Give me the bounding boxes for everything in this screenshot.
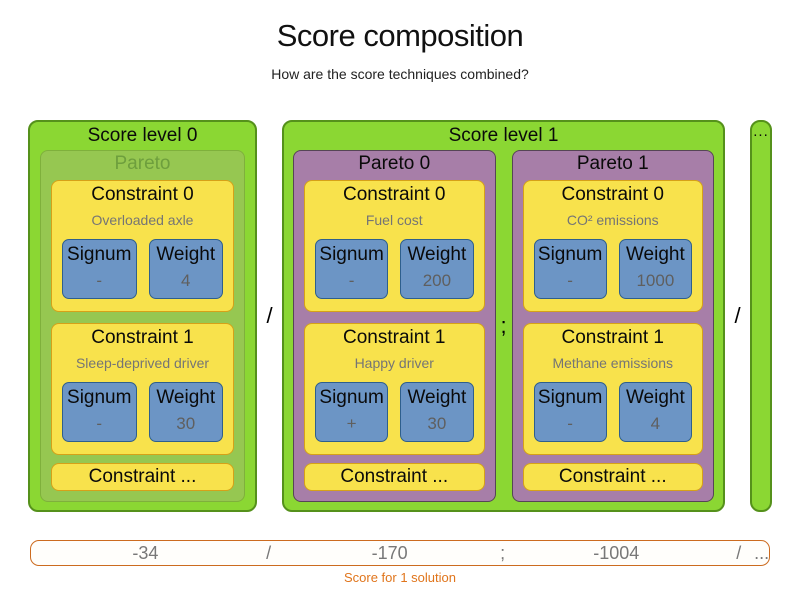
weight-value: 4 — [650, 414, 661, 433]
page-subtitle: How are the score techniques combined? — [271, 66, 529, 82]
weight-value: 4 — [181, 271, 191, 290]
weight-label: Weight — [407, 387, 467, 408]
weight-box: Weight 4 — [618, 382, 692, 442]
score-value-level0: -34 — [132, 543, 159, 563]
separator-semicolon: ; — [500, 313, 507, 338]
constraint-description: Sleep-deprived driver — [75, 355, 210, 371]
score-separator-semicolon: ; — [500, 543, 506, 563]
pareto-row: Pareto 0 Constraint 0 Fuel cost Signum -… — [293, 150, 714, 502]
weight-label: Weight — [625, 244, 685, 265]
more-score-levels-strip: ... — [750, 120, 772, 512]
weight-value: 30 — [427, 414, 447, 433]
separator-slash: / — [734, 303, 741, 328]
signum-value: - — [567, 414, 573, 433]
weight-box: Weight 1000 — [618, 239, 692, 299]
signum-weight-row: Signum - Weight 1000 — [533, 239, 692, 299]
weight-value: 1000 — [636, 271, 675, 290]
page-title: Score composition — [276, 18, 524, 53]
separator-slash: / — [266, 303, 273, 328]
score-level-0-box: Score level 0 Pareto Constraint 0 Overlo… — [28, 120, 257, 512]
constraint-title: Constraint 1 — [561, 327, 664, 348]
pareto-0-box: Pareto 0 Constraint 0 Fuel cost Signum -… — [293, 150, 496, 502]
signum-label: Signum — [537, 387, 603, 408]
weight-box: Weight 30 — [400, 382, 474, 442]
weight-label: Weight — [156, 387, 216, 408]
score-separator-slash: / — [736, 543, 742, 563]
pareto-box-level0: Pareto Constraint 0 Overloaded axle Sign… — [40, 150, 245, 502]
signum-weight-row: Signum - Weight 4 — [533, 382, 692, 442]
constraint-description: CO² emissions — [566, 212, 659, 228]
constraint-more-bar: Constraint ... — [51, 463, 234, 491]
weight-label: Weight — [156, 244, 216, 265]
score-level-1-label: Score level 1 — [448, 125, 559, 146]
signum-value: + — [346, 414, 357, 433]
weight-label: Weight — [407, 244, 467, 265]
signum-label: Signum — [537, 244, 603, 265]
constraint-title: Constraint 0 — [343, 184, 446, 205]
pareto-0-label: Pareto 0 — [358, 153, 431, 174]
score-composition-diagram: Score level 0 Pareto Constraint 0 Overlo… — [28, 120, 772, 512]
signum-value: - — [96, 414, 103, 433]
score-value-pareto0: -170 — [371, 543, 408, 563]
constraint-card-sleep-deprived-driver: Constraint 1 Sleep-deprived driver Signu… — [51, 323, 234, 455]
constraint-title: Constraint 1 — [91, 327, 194, 348]
score-value-more: ... — [754, 543, 770, 563]
constraint-card-fuel-cost: Constraint 0 Fuel cost Signum - Weight 2… — [304, 180, 485, 312]
weight-value: 30 — [176, 414, 196, 433]
pareto-1-box: Pareto 1 Constraint 0 CO² emissions Sign… — [511, 150, 714, 502]
header: Score composition How are the score tech… — [0, 0, 800, 82]
signum-box: Signum - — [533, 239, 607, 299]
weight-box: Weight 30 — [148, 382, 223, 442]
constraint-description: Overloaded axle — [91, 212, 194, 228]
score-value-pareto1: -1004 — [593, 543, 640, 563]
constraint-title: Constraint 1 — [343, 327, 446, 348]
signum-weight-row: Signum - Weight 4 — [62, 239, 223, 299]
signum-box: Signum - — [62, 239, 137, 299]
constraint-card-methane-emissions: Constraint 1 Methane emissions Signum - … — [522, 323, 703, 455]
signum-box: Signum - — [62, 382, 137, 442]
constraint-title: Constraint 0 — [91, 184, 194, 205]
constraint-description: Happy driver — [354, 355, 434, 371]
signum-value: - — [96, 271, 103, 290]
signum-value: - — [567, 271, 573, 290]
signum-weight-row: Signum + Weight 30 — [315, 382, 474, 442]
constraint-more-bar: Constraint ... — [304, 463, 485, 491]
score-bar-caption: Score for 1 solution — [343, 570, 456, 585]
score-separator-slash: / — [266, 543, 272, 563]
score-level-0-label: Score level 0 — [87, 125, 198, 146]
weight-box: Weight 4 — [148, 239, 223, 299]
signum-value: - — [348, 271, 355, 290]
signum-label: Signum — [319, 387, 384, 408]
signum-box: Signum + — [315, 382, 389, 442]
constraint-description: Methane emissions — [552, 355, 674, 371]
score-bar: -34 / -170 ; -1004 / ... — [30, 540, 770, 566]
constraint-title: Constraint 0 — [561, 184, 664, 205]
score-level-1-box: Score level 1 Pareto 0 Constraint 0 Fuel… — [282, 120, 725, 512]
signum-box: Signum - — [315, 239, 389, 299]
pareto-label: Pareto — [114, 153, 171, 174]
signum-box: Signum - — [533, 382, 607, 442]
signum-label: Signum — [67, 387, 132, 408]
weight-label: Weight — [625, 387, 685, 408]
constraint-card-happy-driver: Constraint 1 Happy driver Signum + Weigh… — [304, 323, 485, 455]
signum-label: Signum — [319, 244, 384, 265]
constraint-more-bar: Constraint ... — [522, 463, 703, 491]
weight-box: Weight 200 — [400, 239, 474, 299]
constraint-description: Fuel cost — [365, 212, 423, 228]
signum-label: Signum — [67, 244, 132, 265]
signum-weight-row: Signum - Weight 30 — [62, 382, 223, 442]
constraint-card-co2-emissions: Constraint 0 CO² emissions Signum - Weig… — [522, 180, 703, 312]
pareto-1-label: Pareto 1 — [576, 153, 649, 174]
constraint-card-overloaded-axle: Constraint 0 Overloaded axle Signum - We… — [51, 180, 234, 312]
signum-weight-row: Signum - Weight 200 — [315, 239, 474, 299]
weight-value: 200 — [422, 271, 452, 290]
